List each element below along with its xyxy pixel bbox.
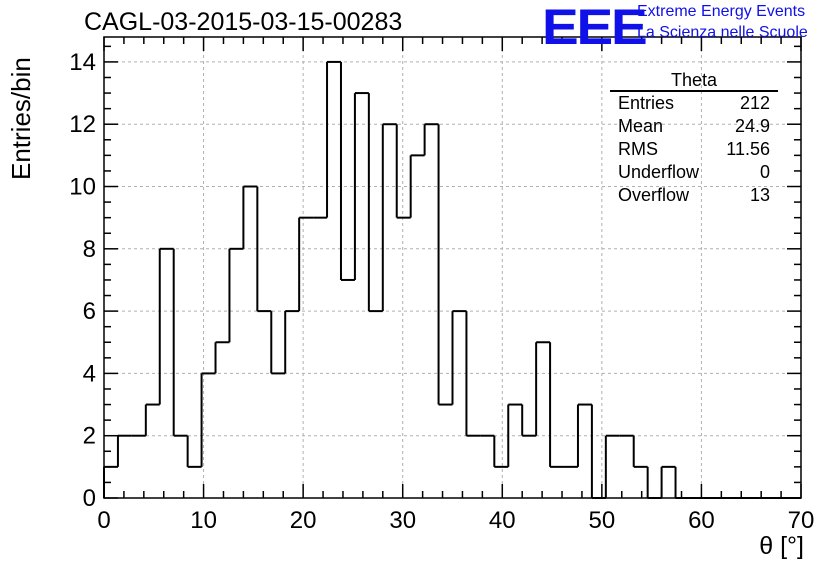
x-tick-label: 50 [589, 507, 616, 534]
eee-logo-line2: La Scienza nelle Scuole [637, 24, 808, 41]
chart-title: CAGL-03-2015-03-15-00283 [84, 8, 403, 36]
plot-frame [103, 36, 802, 499]
y-tick-label: 4 [83, 360, 96, 387]
y-tick-label: 14 [69, 49, 96, 76]
y-tick-label: 12 [69, 111, 96, 138]
x-axis-label: θ [°] [759, 532, 804, 560]
x-tick-label: 20 [290, 507, 317, 534]
x-tick-label: 70 [788, 507, 815, 534]
eee-logo: EEE [542, 0, 648, 55]
y-tick-label: 8 [83, 236, 96, 263]
x-tick-label: 0 [97, 507, 110, 534]
x-tick-label: 30 [389, 507, 416, 534]
stats-title: Theta [610, 70, 778, 92]
stats-label: Mean [618, 116, 664, 136]
stats-value: 24.9 [734, 116, 770, 136]
x-tick-label: 40 [489, 507, 516, 534]
stats-box: Theta Entries 212 Mean 24.9 RMS 11.56 Un… [610, 70, 778, 207]
y-tick-label: 2 [83, 423, 96, 450]
stats-label: RMS [618, 139, 658, 159]
y-tick-label: 10 [69, 174, 96, 201]
stats-label: Entries [618, 93, 675, 113]
stats-value: 0 [759, 162, 770, 182]
eee-logo-line1: Extreme Energy Events [637, 3, 806, 20]
stats-row-underflow: Underflow 0 [610, 161, 778, 184]
stats-label: Underflow [618, 162, 700, 182]
y-tick-label: 0 [83, 485, 96, 512]
stats-row-rms: RMS 11.56 [610, 138, 778, 161]
stats-value: 11.56 [726, 139, 770, 159]
stats-label: Overflow [618, 185, 690, 205]
stats-value: 212 [739, 93, 770, 113]
stats-row-mean: Mean 24.9 [610, 115, 778, 138]
stats-value: 13 [749, 185, 770, 205]
stats-row-overflow: Overflow 13 [610, 184, 778, 207]
y-axis-label: Entries/bin [6, 57, 36, 180]
x-tick-label: 10 [190, 507, 217, 534]
stats-row-entries: Entries 212 [610, 92, 778, 115]
y-tick-label: 6 [83, 298, 96, 325]
x-tick-label: 60 [688, 507, 715, 534]
